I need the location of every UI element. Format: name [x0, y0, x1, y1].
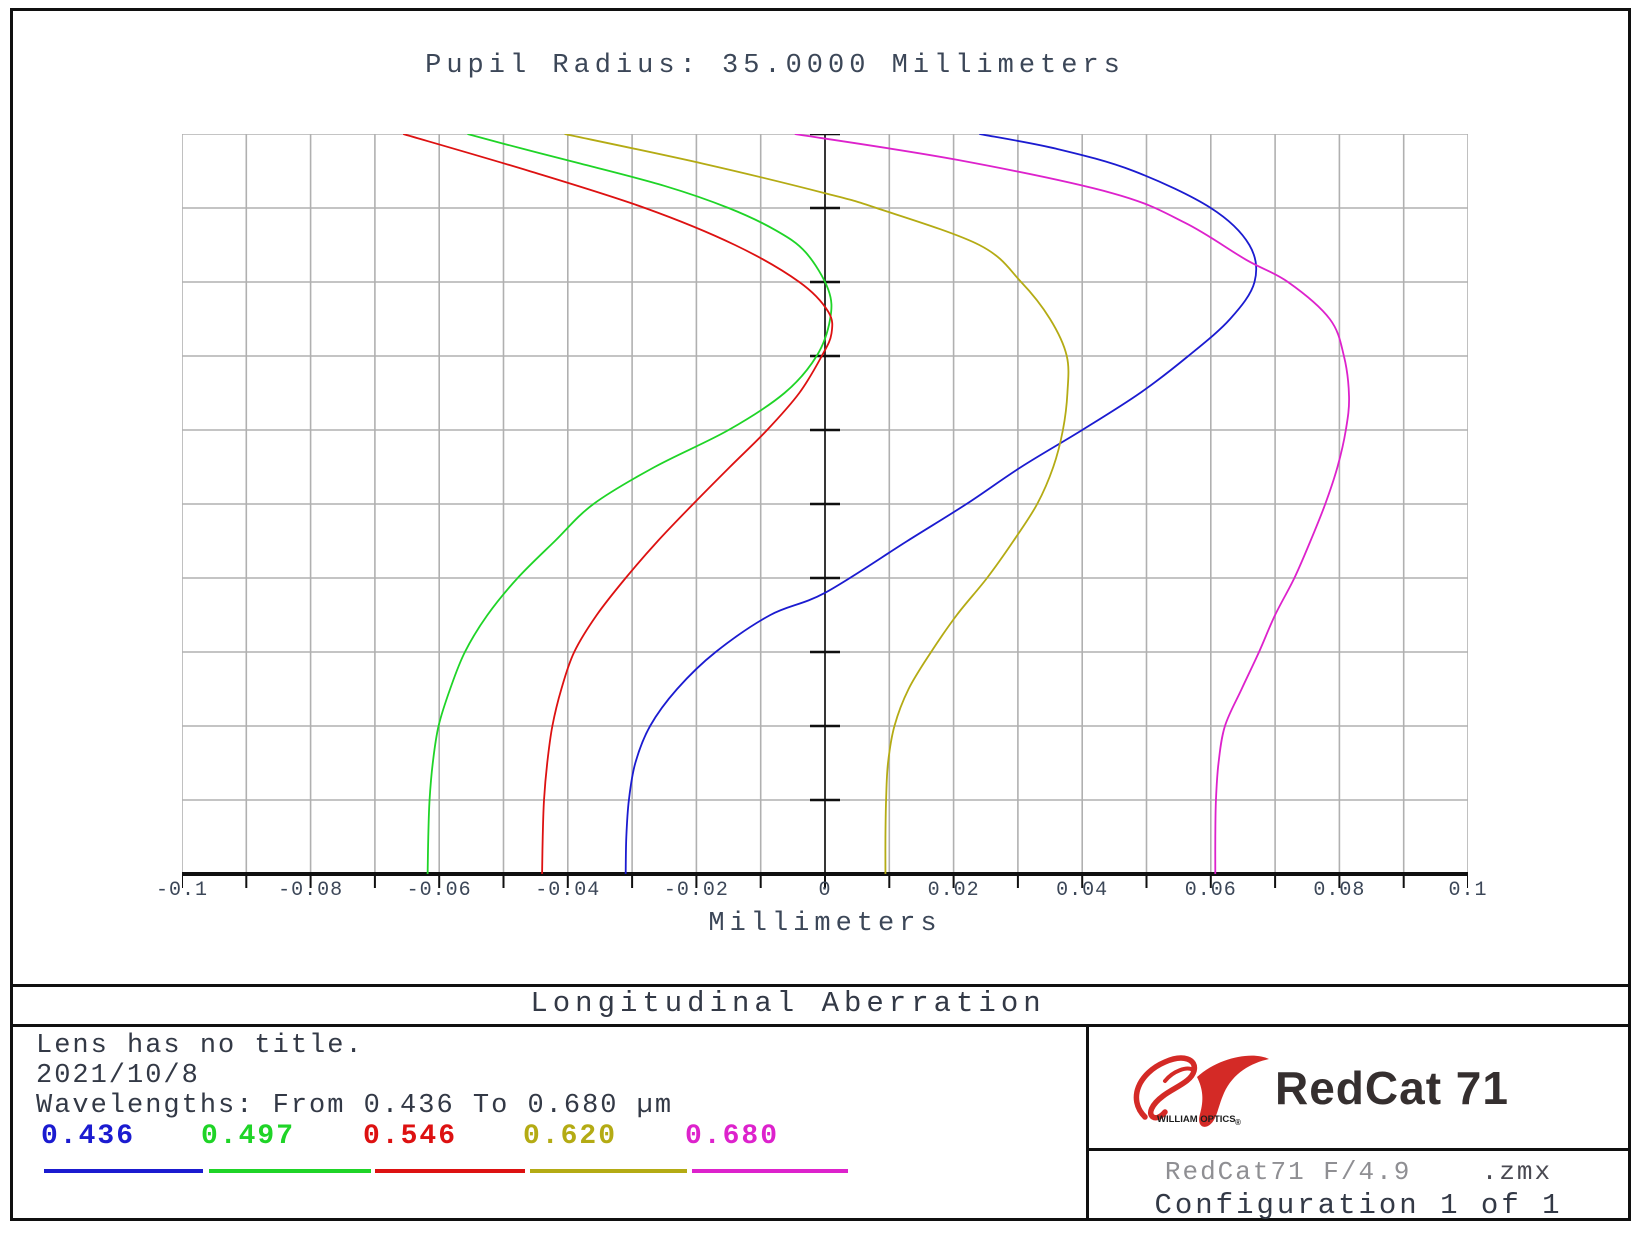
date-text: 2021/10/8: [36, 1061, 200, 1091]
x-tick-label: -0.06: [406, 879, 472, 902]
configuration-label: Configuration 1 of 1: [1154, 1189, 1563, 1222]
wavelength-legend-line: [375, 1169, 525, 1173]
x-tick-label: -0.1: [155, 879, 208, 902]
logo-swoosh-accent: [1163, 1066, 1195, 1083]
pupil-axis: [810, 134, 840, 888]
wavelength-legend-line: [209, 1169, 371, 1173]
logo-swoosh-left: [1133, 1055, 1198, 1121]
x-tick-label: -0.08: [278, 879, 344, 902]
separator-line-bottom: [13, 1024, 1628, 1027]
x-tick-label: 0.06: [1184, 879, 1237, 902]
x-axis: [182, 872, 1468, 888]
aberration-curve-0.546: [402, 134, 834, 875]
x-tick-label: 0.1: [1448, 879, 1488, 902]
x-tick-label: 0.08: [1313, 879, 1366, 902]
file-extension: .zmx: [1481, 1157, 1553, 1187]
logo-caption-text: WILLIAM OPTICS: [1157, 1114, 1236, 1125]
x-tick-label: 0.02: [927, 879, 980, 902]
separator-line-top: [13, 984, 1628, 987]
wavelength-range-text: Wavelengths: From 0.436 To 0.680 µm: [36, 1091, 674, 1121]
wavelength-value: 0.620: [523, 1121, 618, 1152]
wavelength-value: 0.436: [41, 1121, 136, 1152]
wavelength-value: 0.497: [201, 1121, 296, 1152]
file-name-gap: [1411, 1157, 1481, 1187]
logo-swoosh-right: [1197, 1055, 1269, 1127]
footer-horizontal-divider: [1086, 1148, 1628, 1151]
x-axis-title: Millimeters: [708, 909, 942, 939]
aberration-curve-0.436: [624, 134, 1258, 875]
aberration-plot: [182, 134, 1468, 888]
footer-vertical-divider: [1086, 1024, 1089, 1218]
chart-title: Pupil Radius: 35.0000 Millimeters: [425, 51, 1125, 81]
aberration-curve-0.497: [426, 134, 833, 875]
wavelength-value: 0.680: [685, 1121, 780, 1152]
wavelength-legend-line: [530, 1169, 687, 1173]
file-name-row: RedCat71 F/4.9 .zmx: [1089, 1157, 1628, 1187]
plot-type-title: Longitudinal Aberration: [530, 987, 1046, 1020]
wavelength-legend-line: [692, 1169, 848, 1173]
brand-name: RedCat 71: [1275, 1062, 1509, 1114]
logo-registered-mark: ®: [1235, 1118, 1241, 1127]
x-tick-label: -0.02: [663, 879, 729, 902]
william-optics-logo: WILLIAM OPTICS ®: [1133, 1055, 1269, 1127]
plot-window-frame: Pupil Radius: 35.0000 Millimeters -0.1 -0…: [10, 8, 1631, 1222]
file-name: RedCat71 F/4.9: [1164, 1157, 1412, 1187]
aberration-curve-0.680: [794, 134, 1350, 875]
wavelength-legend-line: [44, 1169, 203, 1173]
x-tick-label: -0.04: [535, 879, 601, 902]
lens-title-text: Lens has no title.: [36, 1031, 364, 1061]
x-tick-label: 0: [818, 879, 832, 902]
x-tick-label: 0.04: [1056, 879, 1109, 902]
aberration-curve-0.620: [564, 134, 1070, 875]
wavelength-value: 0.546: [363, 1121, 458, 1152]
